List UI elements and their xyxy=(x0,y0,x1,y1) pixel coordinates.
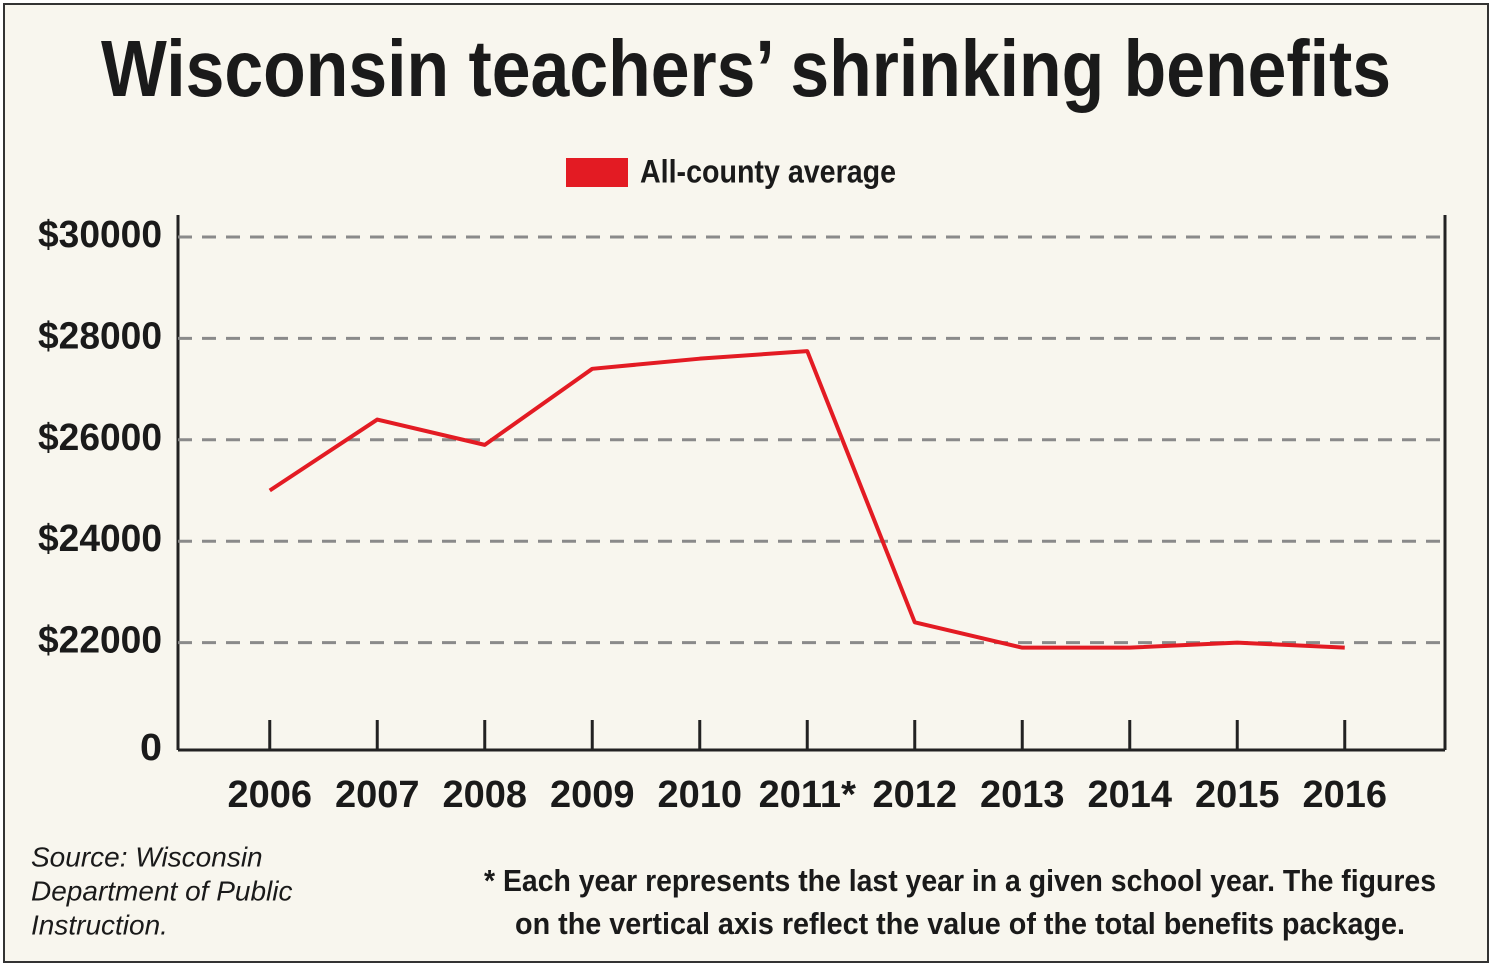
x-tick-label: 2006 xyxy=(227,774,312,816)
y-tick-label: $24000 xyxy=(38,518,162,560)
y-tick-label: $28000 xyxy=(38,315,162,357)
source: Instruction. xyxy=(31,909,168,940)
x-tick-label: 2012 xyxy=(872,774,957,816)
x-tick-label: 2008 xyxy=(442,774,527,816)
y-tick-label: $30000 xyxy=(38,214,162,256)
x-tick-label: 2010 xyxy=(657,774,742,816)
x-tick-label: 2013 xyxy=(980,774,1065,816)
x-tick-label: 2015 xyxy=(1195,774,1280,816)
y-tick-label: $22000 xyxy=(38,620,162,662)
x-tick-label: 2011* xyxy=(759,774,856,816)
legend-swatch xyxy=(566,158,628,187)
chart-title: Wisconsin teachers’ shrinking benefits xyxy=(101,24,1391,113)
x-tick-label: 2009 xyxy=(550,774,635,816)
source: Department of Public xyxy=(31,875,292,906)
y-tick-label: $26000 xyxy=(38,417,162,459)
x-tick-label: 2016 xyxy=(1302,774,1387,816)
footnote: on the vertical axis reflect the value o… xyxy=(515,906,1405,941)
y-tick-label: 0 xyxy=(140,727,162,769)
source: Source: Wisconsin xyxy=(31,841,263,872)
line-series xyxy=(268,349,1345,650)
footnote: * Each year represents the last year in … xyxy=(484,863,1436,898)
legend-label: All-county average xyxy=(640,153,896,189)
frame xyxy=(3,3,1489,963)
x-tick-label: 2014 xyxy=(1087,774,1172,816)
x-tick-label: 2007 xyxy=(335,774,420,816)
